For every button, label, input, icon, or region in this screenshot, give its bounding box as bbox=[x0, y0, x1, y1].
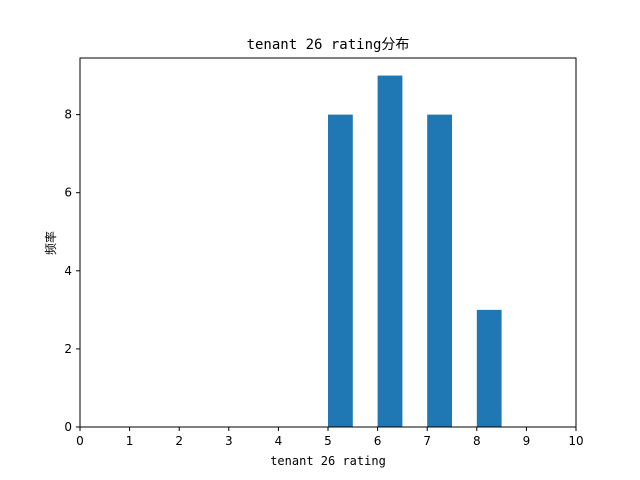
x-tick-label-9: 9 bbox=[523, 434, 531, 448]
x-tick-label-7: 7 bbox=[423, 434, 431, 448]
x-tick-label-4: 4 bbox=[275, 434, 283, 448]
x-tick-label-3: 3 bbox=[225, 434, 233, 448]
bar-3 bbox=[476, 309, 502, 427]
y-tick-label-3: 6 bbox=[64, 186, 72, 200]
x-axis-label: tenant 26 rating bbox=[270, 454, 386, 468]
y-tick-label-1: 2 bbox=[64, 342, 72, 356]
x-tick-label-0: 0 bbox=[76, 434, 84, 448]
x-tick-label-2: 2 bbox=[175, 434, 183, 448]
y-tick-label-2: 4 bbox=[64, 264, 72, 278]
x-tick-label-1: 1 bbox=[126, 434, 134, 448]
chart-title: tenant 26 rating分布 bbox=[247, 37, 410, 53]
x-tick-label-5: 5 bbox=[324, 434, 332, 448]
y-axis-label: 频率 bbox=[43, 231, 58, 255]
x-tick-label-10: 10 bbox=[568, 434, 583, 448]
bar-2 bbox=[427, 114, 452, 427]
plot-area: 0 1 2 3 4 5 6 7 8 9 10 0 2 4 6 8 bbox=[64, 57, 584, 448]
y-tick-label-0: 0 bbox=[64, 420, 72, 434]
x-tick-label-6: 6 bbox=[374, 434, 382, 448]
bar-0 bbox=[328, 114, 353, 427]
y-tick-label-4: 8 bbox=[64, 108, 72, 122]
x-tick-label-8: 8 bbox=[473, 434, 481, 448]
bar-1 bbox=[377, 75, 403, 428]
